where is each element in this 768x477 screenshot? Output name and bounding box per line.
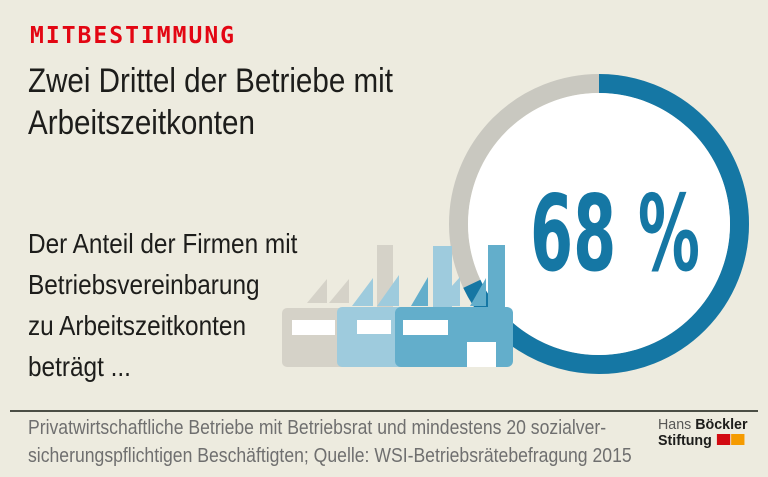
logo-name-regular: Hans <box>658 416 692 433</box>
intro-text: Der Anteil der Firmen mit Betriebsverein… <box>28 223 297 387</box>
page-title: Zwei Drittel der Betriebe mit Arbeitszei… <box>28 60 393 144</box>
intro-line1: Der Anteil der Firmen mit <box>28 228 298 259</box>
donut-remainder-arc <box>449 74 749 374</box>
logo-name-bold: Böckler <box>695 416 748 433</box>
logo-red-square-icon <box>716 434 731 445</box>
footer-divider <box>10 410 758 412</box>
intro-line2: Betriebsvereinbarung <box>28 269 260 300</box>
logo-line1: Hans Böckler <box>658 417 748 433</box>
intro-line3: zu Arbeitszeitkonten <box>28 310 247 341</box>
source-note-line1: Privatwirtschaftliche Betriebe mit Betri… <box>28 417 607 439</box>
source-note: Privatwirtschaftliche Betriebe mit Betri… <box>28 415 632 470</box>
hans-boeckler-stiftung-logo: Hans Böckler Stiftung <box>658 417 748 448</box>
donut-center-label: 68 % <box>530 173 700 295</box>
logo-line2: Stiftung <box>658 431 748 449</box>
factory-back <box>282 245 393 367</box>
source-note-line2: sicherungspflichtigen Beschäftigten; Que… <box>28 444 632 467</box>
donut-hole <box>468 93 730 355</box>
factory-door <box>467 342 496 367</box>
factory-middle <box>337 246 460 367</box>
kicker-label: MITBESTIMMUNG <box>30 23 237 49</box>
factory-icon <box>282 245 513 367</box>
page-title-line1: Zwei Drittel der Betriebe mit <box>28 62 393 100</box>
page-title-line2: Arbeitszeitkonten <box>28 104 255 142</box>
logo-orange-square-icon <box>730 434 745 445</box>
logo-stiftung: Stiftung <box>658 431 712 449</box>
factory-front <box>395 245 513 367</box>
donut-value-arc <box>449 74 749 374</box>
intro-line4: beträgt ... <box>28 351 131 382</box>
